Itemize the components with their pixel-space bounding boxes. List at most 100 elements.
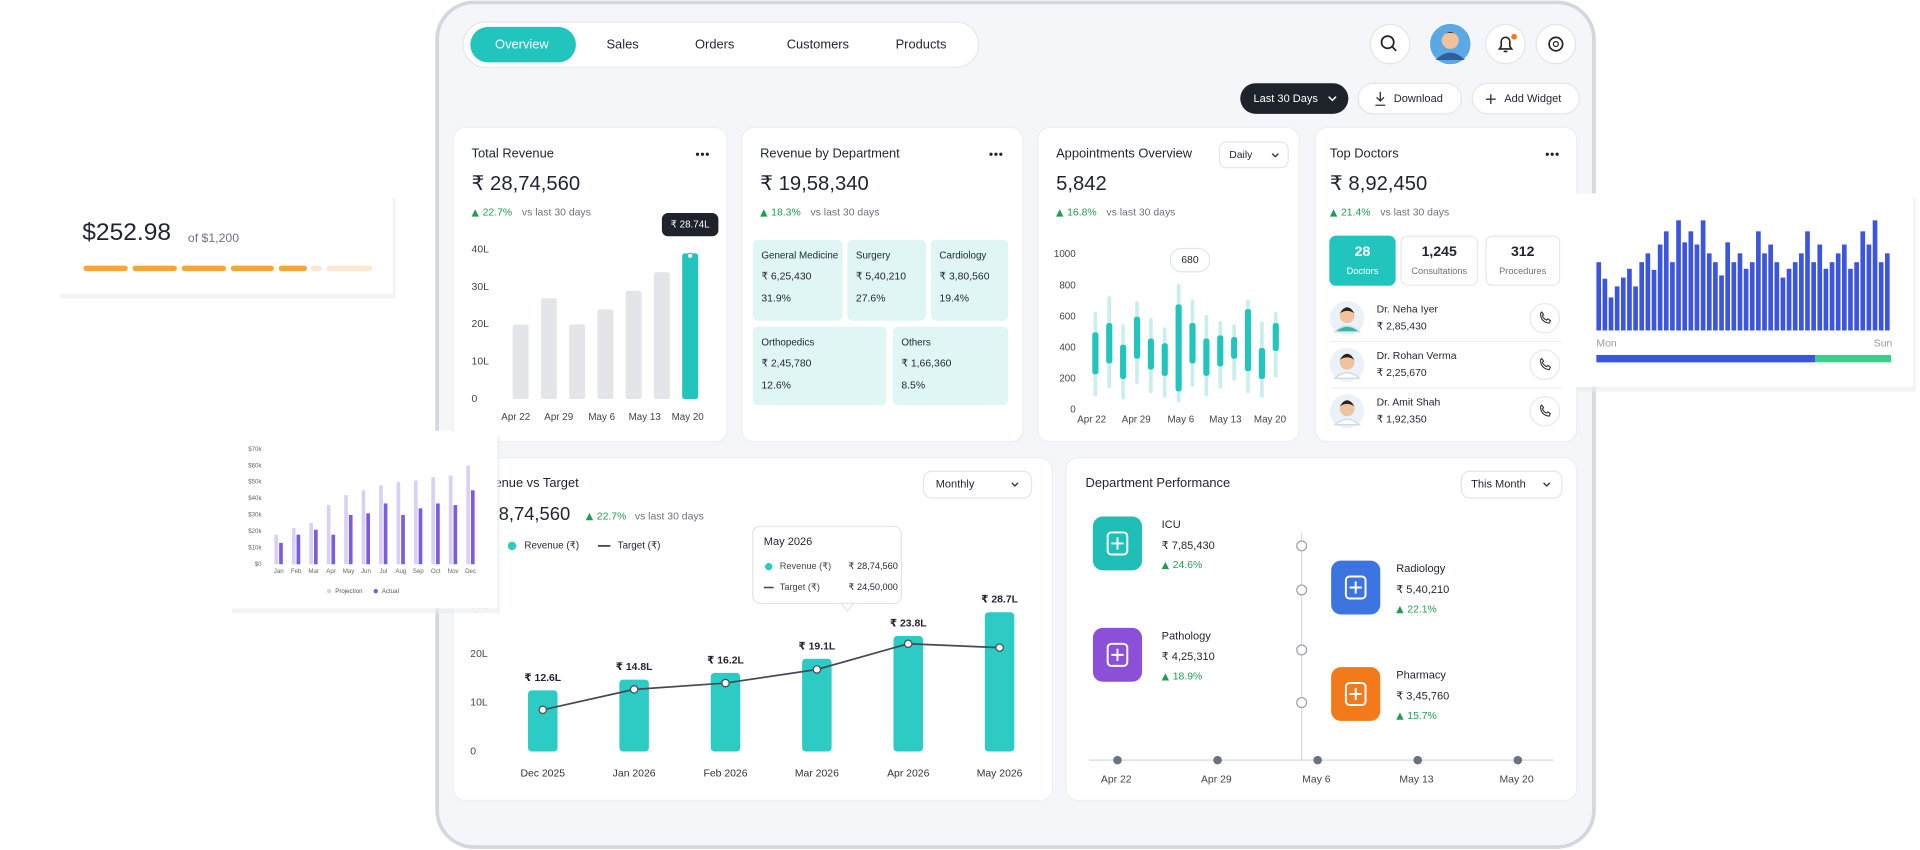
department-name: ICU — [1162, 519, 1181, 531]
nav-tab[interactable]: Orders — [695, 37, 734, 52]
period-dropdown[interactable] — [1460, 470, 1563, 499]
x-tick-label: Apr 22 — [1101, 774, 1132, 785]
nav-tab[interactable]: Products — [896, 37, 947, 52]
bar — [1878, 262, 1884, 331]
doctor-coat — [1333, 372, 1361, 379]
stat-tile[interactable] — [1400, 235, 1478, 286]
bar — [1860, 231, 1866, 331]
stat-value: 312 — [1511, 243, 1535, 259]
progress-segment — [278, 265, 307, 272]
change-note: vs last 30 days — [635, 511, 704, 522]
candle-body — [1189, 322, 1196, 364]
call-button[interactable] — [1529, 349, 1561, 381]
bar — [1780, 277, 1786, 331]
nav-tab[interactable]: Overview — [495, 37, 549, 52]
dropdown-label: Monthly — [936, 479, 975, 491]
bar — [309, 523, 314, 565]
bar — [1743, 268, 1749, 331]
tile-share: 12.6% — [761, 380, 791, 391]
avatar-hair — [1441, 31, 1459, 38]
bar — [1842, 244, 1847, 331]
card-value: ₹ 8,92,450 — [1330, 173, 1427, 195]
candle-body — [1203, 338, 1210, 376]
stat-label: Procedures — [1499, 266, 1546, 276]
doctor-name: Dr. Rohan Verma — [1377, 351, 1457, 362]
chevron — [1011, 482, 1019, 487]
bar — [1872, 220, 1878, 331]
department-amount: ₹ 5,40,210 — [1396, 584, 1449, 596]
y-tick-label: $60k — [248, 462, 262, 469]
treemap-tile — [930, 239, 1009, 321]
bar — [1768, 244, 1773, 331]
doctor-amount: ₹ 2,25,670 — [1377, 368, 1427, 379]
gear-icon — [1552, 41, 1559, 48]
candle-body — [1147, 338, 1154, 370]
bar — [1719, 275, 1724, 331]
more-icon — [1550, 152, 1554, 156]
call-button[interactable] — [1529, 395, 1561, 427]
card-title: Revenue by Department — [760, 146, 900, 161]
balance-value: $252.98 — [82, 219, 171, 246]
x-tick-label: May 6 — [1302, 774, 1331, 785]
download-label: Download — [1394, 93, 1443, 105]
call-button[interactable] — [1529, 302, 1561, 334]
card — [1065, 457, 1578, 802]
legend-label: Actual — [382, 588, 399, 595]
more-icon — [989, 152, 993, 156]
doctor-amount: ₹ 2,85,430 — [1377, 322, 1427, 333]
search-button[interactable] — [1369, 23, 1411, 65]
data-label: ₹ 16.2L — [707, 655, 744, 666]
download-button[interactable] — [1357, 82, 1462, 115]
x-tick-label: Apr 29 — [1201, 774, 1232, 785]
bar — [291, 528, 296, 565]
settings-button[interactable] — [1535, 23, 1577, 65]
nav-tab[interactable]: Sales — [606, 37, 638, 52]
legend-label: Projection — [335, 588, 363, 595]
target-point — [903, 639, 913, 649]
tile-amount: ₹ 1,66,360 — [901, 358, 951, 369]
more-icon — [999, 152, 1003, 156]
department-name: Radiology — [1396, 563, 1446, 575]
change-value: 22.1% — [1407, 604, 1437, 615]
legend-swatch — [373, 588, 378, 594]
y-tick-label: $20k — [248, 528, 262, 535]
icon-glyph — [1349, 581, 1362, 594]
add-widget-button[interactable] — [1471, 82, 1580, 115]
tile-amount: ₹ 6,25,430 — [761, 271, 811, 282]
legend-label: Target (₹) — [618, 541, 661, 552]
x-tick-label: Jan — [274, 568, 284, 575]
tooltip-text: 680 — [1181, 255, 1199, 266]
notification-button[interactable] — [1485, 23, 1526, 65]
y-tick-label: 10L — [472, 356, 490, 367]
tile-name: Orthopedics — [761, 337, 814, 348]
x-tick-label: Jun — [361, 568, 371, 575]
x-tick-label: Jul — [379, 568, 387, 575]
target-point — [995, 643, 1004, 652]
y-tick-label: 800 — [1059, 280, 1076, 291]
tooltip-swatch — [765, 563, 773, 571]
period-dropdown[interactable] — [922, 470, 1033, 499]
tile-amount: ₹ 2,45,780 — [761, 358, 811, 369]
icon-glyph — [1106, 642, 1129, 667]
nav-bar — [462, 21, 980, 68]
x-tick-label: Nov — [448, 568, 460, 575]
bar — [619, 679, 649, 752]
stat-tile[interactable] — [1485, 235, 1561, 286]
nav-tab[interactable]: Customers — [787, 37, 849, 52]
data-label: ₹ 12.6L — [524, 673, 561, 684]
target-point — [812, 665, 822, 674]
bar — [1645, 253, 1651, 331]
bar — [436, 503, 440, 565]
tooltip-pointer — [839, 602, 855, 612]
x-tick-label: Apr — [326, 568, 336, 575]
avatar-face — [1441, 31, 1459, 49]
doctor-hair — [1339, 307, 1355, 314]
change-value: 22.7% — [483, 208, 513, 219]
progress-segment — [132, 265, 177, 272]
stat-tile[interactable] — [1329, 235, 1396, 286]
period-button[interactable] — [1240, 83, 1349, 114]
chevron — [1328, 96, 1337, 102]
period-dropdown[interactable] — [1218, 141, 1289, 169]
bar — [710, 672, 741, 752]
